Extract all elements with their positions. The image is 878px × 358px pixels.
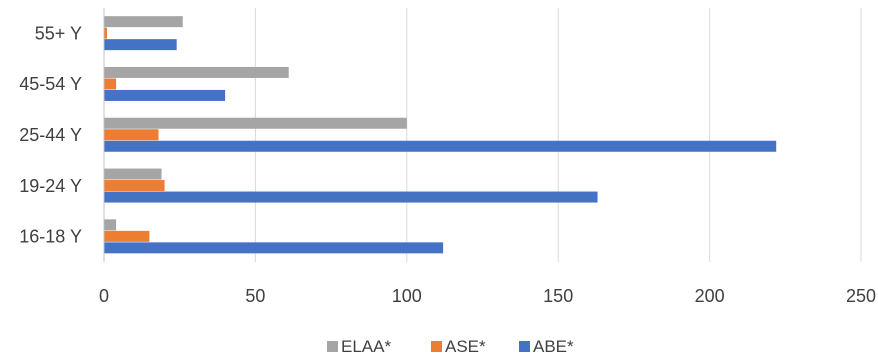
- bar: [104, 129, 159, 141]
- legend-swatch: [327, 341, 338, 352]
- bar: [104, 140, 777, 152]
- bar: [104, 168, 162, 180]
- bar: [104, 242, 444, 254]
- legend-label: ABE*: [533, 337, 574, 356]
- x-tick-label: 250: [846, 286, 876, 306]
- x-tick-label: 200: [695, 286, 725, 306]
- x-tick-label: 100: [392, 286, 422, 306]
- bars: [104, 16, 777, 254]
- bar: [104, 66, 289, 78]
- y-tick-label: 55+ Y: [35, 23, 82, 43]
- bar: [104, 117, 407, 129]
- x-axis-labels: 0 50 100 150 200 250: [99, 286, 876, 306]
- bar: [104, 16, 183, 28]
- legend: ELAA* ASE* ABE*: [327, 337, 574, 356]
- legend-swatch: [431, 341, 442, 352]
- gridlines: [254, 8, 862, 262]
- bar: [104, 180, 165, 192]
- bar: [104, 219, 117, 231]
- y-tick-label: 45-54 Y: [19, 74, 82, 94]
- x-tick-label: 0: [99, 286, 109, 306]
- legend-label: ELAA*: [341, 337, 391, 356]
- bar: [104, 230, 150, 242]
- y-tick-label: 19-24 Y: [19, 176, 82, 196]
- x-tick-label: 150: [543, 286, 573, 306]
- bar: [104, 191, 598, 203]
- y-tick-label: 16-18 Y: [19, 227, 82, 247]
- x-tick-label: 50: [245, 286, 265, 306]
- legend-swatch: [519, 341, 530, 352]
- bar: [104, 27, 108, 39]
- bar: [104, 89, 226, 101]
- y-tick-label: 25-44 Y: [19, 125, 82, 145]
- bar: [104, 78, 117, 90]
- legend-label: ASE*: [445, 337, 486, 356]
- y-axis-labels: 16-18 Y 19-24 Y 25-44 Y 45-54 Y 55+ Y: [19, 23, 82, 246]
- bar: [104, 39, 177, 51]
